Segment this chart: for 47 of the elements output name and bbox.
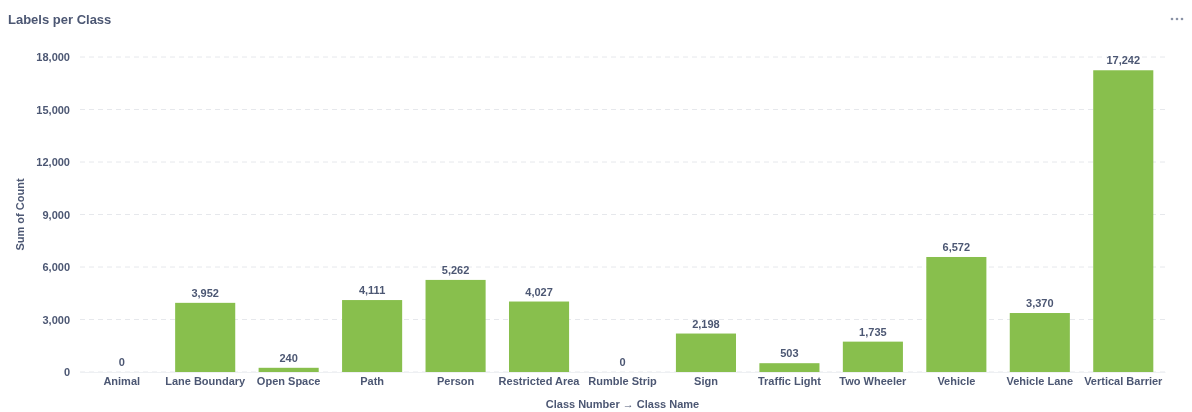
data-label: 3,370 (1026, 297, 1054, 310)
data-label: 240 (279, 351, 298, 364)
bar (842, 341, 903, 372)
x-tick-label: Vehicle (937, 374, 976, 387)
bar (1009, 313, 1070, 372)
bar (1093, 70, 1154, 372)
x-tick-label: Person (436, 374, 475, 387)
bar (926, 256, 987, 372)
data-label: 503 (780, 347, 799, 360)
data-label: 1,735 (859, 325, 887, 338)
x-tick-label: Open Space (256, 374, 321, 387)
y-tick-label: 18,000 (36, 51, 70, 64)
x-tick-label: Vehicle Lane (1006, 374, 1074, 387)
y-tick-label: 0 (63, 366, 70, 379)
bar (175, 302, 236, 372)
y-tick-label: 9,000 (42, 208, 70, 221)
bar (508, 301, 570, 372)
x-tick-label: Rumble Strip (588, 374, 657, 387)
y-axis-title: Sum of Count (14, 178, 26, 251)
bar (425, 279, 486, 372)
bar (342, 300, 403, 372)
bar (759, 363, 820, 372)
chart-title: Labels per Class (8, 12, 112, 27)
x-tick-label: Two Wheeler (839, 374, 908, 387)
data-label: 0 (619, 356, 626, 368)
y-tick-label: 3,000 (42, 313, 70, 326)
data-label: 0 (118, 356, 125, 368)
y-tick-label: 12,000 (36, 156, 70, 169)
data-label: 6,572 (942, 240, 971, 253)
x-tick-label: Sign (694, 374, 719, 387)
x-tick-label: Restricted Area (498, 374, 581, 387)
bar (258, 367, 319, 372)
x-tick-label: Vertical Barrier (1084, 374, 1164, 387)
data-label: 3,952 (191, 286, 219, 299)
y-tick-label: 6,000 (42, 261, 70, 274)
bar (675, 333, 737, 372)
x-tick-label: Traffic Light (757, 374, 822, 387)
x-tick-label: Path (360, 374, 385, 387)
x-axis-title: Class Number → Class Name (545, 398, 700, 410)
data-label: 17,242 (1106, 54, 1141, 67)
data-label: 5,262 (441, 263, 470, 276)
data-label: 4,027 (525, 285, 553, 298)
y-tick-label: 15,000 (36, 103, 70, 116)
x-tick-label: Lane Boundary (165, 374, 247, 387)
data-label: 2,198 (692, 317, 720, 330)
data-label: 4,111 (358, 284, 386, 297)
x-tick-label: Animal (103, 374, 141, 387)
